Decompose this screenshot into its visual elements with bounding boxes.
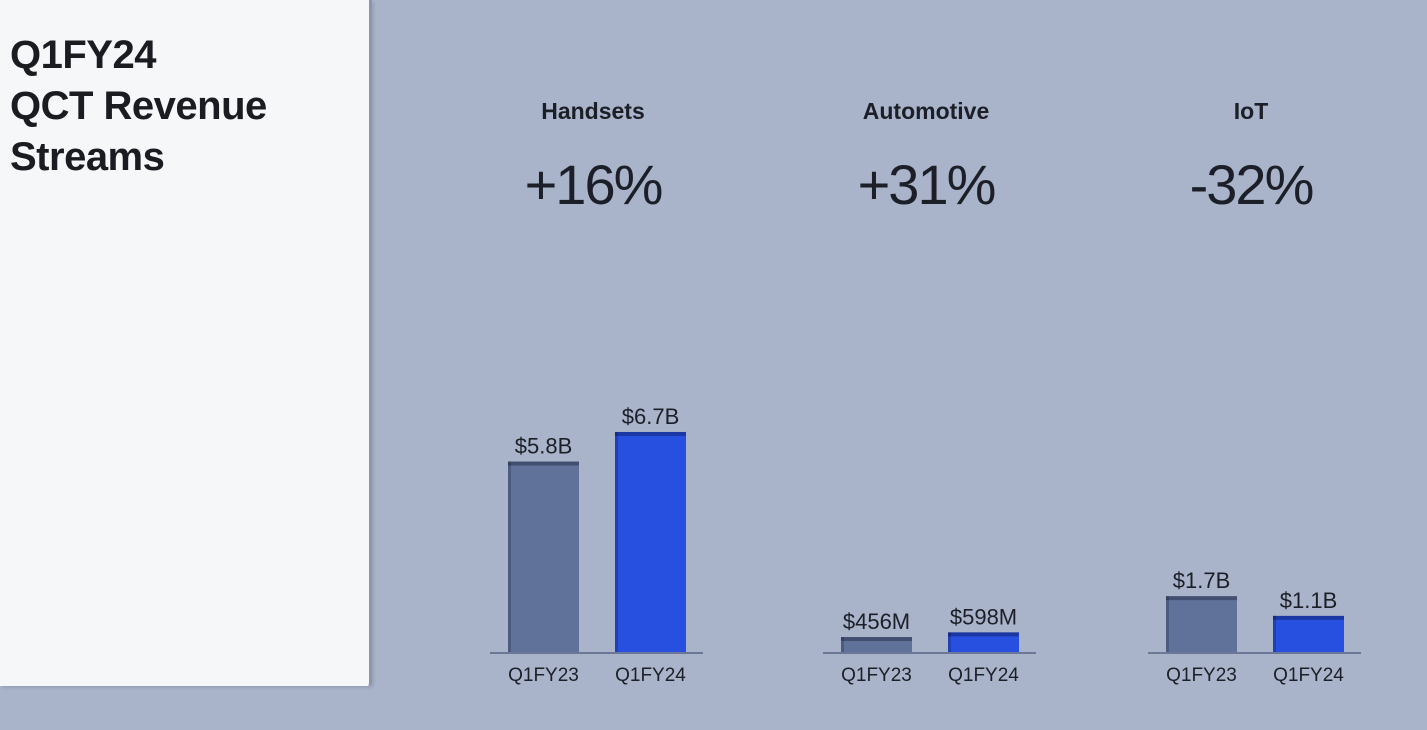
bar-left-shade <box>1166 596 1169 652</box>
segment-change: +31% <box>857 153 997 216</box>
data-label: $456M <box>843 609 910 634</box>
bar-left-shade <box>1273 615 1276 652</box>
bar-top-shade <box>615 431 686 436</box>
segment-change: -32% <box>1189 153 1315 216</box>
tick-label: Q1FY23 <box>508 665 579 686</box>
segment-change: +16% <box>524 153 664 216</box>
bar-left-shade <box>841 637 844 652</box>
bar-q1fy23 <box>841 637 912 652</box>
bar-top-shade <box>948 632 1019 637</box>
segment-title: IoT <box>1233 98 1269 124</box>
data-label: $5.8B <box>515 434 573 459</box>
bar-top-shade <box>841 637 912 642</box>
segment-title: Handsets <box>541 98 645 124</box>
title-line-name: QCT Revenue <box>10 84 267 128</box>
segment-chart: $5.8B Q1FY23 $6.7B Q1FY24 <box>490 404 703 686</box>
tick-label: Q1FY23 <box>1166 665 1237 686</box>
bar-top-shade <box>508 461 579 466</box>
segment-handsets: Handsets +16% $5.8B Q1FY23 $6.7B Q1FY24 <box>470 0 716 730</box>
tick-label: Q1FY24 <box>615 665 686 686</box>
segment-title: Automotive <box>862 98 990 124</box>
segment-chart: $456M Q1FY23 $598M Q1FY24 <box>823 604 1036 686</box>
bar-top-shade <box>1273 615 1344 620</box>
tick-label: Q1FY24 <box>1273 665 1344 686</box>
page-title: Q1FY24 QCT Revenue Streams <box>10 30 267 183</box>
segment-automotive: Automotive +31% $456M Q1FY23 $598M Q1FY24 <box>803 0 1049 730</box>
data-label: $598M <box>950 604 1017 629</box>
data-label: $1.7B <box>1173 568 1231 593</box>
segment-chart: $1.7B Q1FY23 $1.1B Q1FY24 <box>1148 568 1361 686</box>
data-label: $1.1B <box>1280 588 1338 613</box>
bar-left-shade <box>948 632 951 652</box>
bar-q1fy23 <box>508 461 579 652</box>
title-panel: Q1FY24 QCT Revenue Streams <box>0 0 372 686</box>
bar-left-shade <box>615 431 618 652</box>
title-line-period: Q1FY24 <box>10 33 156 77</box>
tick-label: Q1FY24 <box>948 665 1019 686</box>
bar-q1fy24 <box>1273 615 1344 652</box>
bar-q1fy24 <box>948 632 1019 652</box>
tick-label: Q1FY23 <box>841 665 912 686</box>
bar-q1fy23 <box>1166 596 1237 652</box>
bar-left-shade <box>508 461 511 652</box>
bar-top-shade <box>1166 596 1237 601</box>
data-label: $6.7B <box>622 404 680 429</box>
segment-iot: IoT -32% $1.7B Q1FY23 $1.1B Q1FY24 <box>1128 0 1374 730</box>
title-line-streams: Streams <box>10 135 165 179</box>
bar-q1fy24 <box>615 431 686 652</box>
